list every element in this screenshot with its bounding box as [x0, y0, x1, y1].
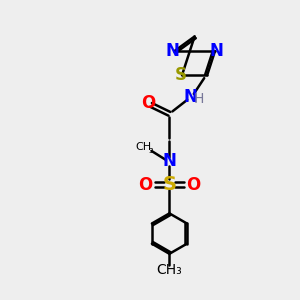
Text: S: S	[162, 175, 176, 194]
Text: O: O	[186, 176, 200, 194]
Text: O: O	[141, 94, 155, 112]
Text: S: S	[175, 66, 187, 84]
Text: CH₃: CH₃	[157, 263, 182, 277]
Text: H: H	[194, 92, 204, 106]
Text: CH: CH	[136, 142, 152, 152]
Text: N: N	[209, 42, 224, 60]
Text: N: N	[163, 152, 176, 170]
Text: N: N	[184, 88, 198, 106]
Text: ₃: ₃	[148, 145, 153, 155]
Text: N: N	[166, 42, 180, 60]
Text: O: O	[139, 176, 153, 194]
